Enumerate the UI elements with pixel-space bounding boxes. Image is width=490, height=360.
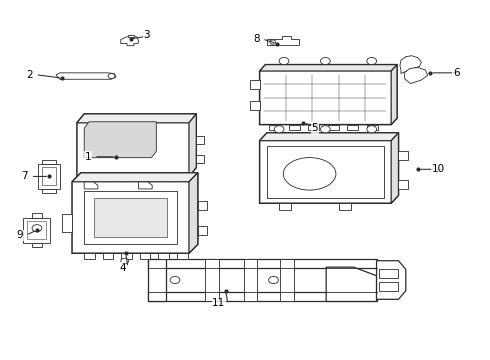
Text: 9: 9 bbox=[17, 230, 24, 240]
Circle shape bbox=[367, 126, 376, 133]
Polygon shape bbox=[121, 36, 139, 46]
Bar bbox=[84, 191, 177, 244]
Bar bbox=[196, 155, 204, 163]
Polygon shape bbox=[42, 159, 56, 164]
Bar bbox=[198, 226, 206, 235]
Polygon shape bbox=[404, 67, 428, 84]
Circle shape bbox=[274, 126, 284, 133]
Bar bbox=[42, 167, 56, 185]
Bar bbox=[347, 125, 358, 130]
Bar bbox=[250, 80, 260, 89]
Bar bbox=[244, 258, 257, 301]
Bar bbox=[125, 176, 135, 181]
Bar bbox=[140, 253, 150, 258]
Text: 8: 8 bbox=[253, 34, 260, 44]
Polygon shape bbox=[77, 114, 196, 176]
Bar bbox=[279, 203, 291, 210]
Bar bbox=[267, 146, 384, 198]
Bar bbox=[177, 176, 187, 181]
Text: 7: 7 bbox=[22, 171, 28, 181]
Bar bbox=[196, 136, 204, 144]
Polygon shape bbox=[267, 36, 298, 45]
Bar bbox=[308, 125, 319, 130]
Polygon shape bbox=[139, 181, 152, 189]
Bar bbox=[205, 258, 219, 301]
Bar bbox=[147, 292, 376, 301]
Bar bbox=[92, 176, 101, 181]
Bar bbox=[32, 243, 42, 247]
Polygon shape bbox=[56, 73, 116, 79]
Text: 6: 6 bbox=[453, 68, 460, 78]
Text: 11: 11 bbox=[212, 298, 225, 308]
Polygon shape bbox=[62, 214, 72, 232]
Ellipse shape bbox=[283, 158, 336, 190]
Circle shape bbox=[320, 126, 330, 133]
Text: 2: 2 bbox=[26, 69, 33, 80]
Polygon shape bbox=[260, 133, 398, 141]
Bar bbox=[270, 125, 280, 130]
Bar bbox=[398, 151, 408, 160]
Text: 10: 10 bbox=[432, 164, 445, 174]
Circle shape bbox=[269, 276, 278, 284]
Bar bbox=[250, 102, 260, 111]
Circle shape bbox=[170, 276, 180, 284]
Polygon shape bbox=[189, 114, 196, 176]
Circle shape bbox=[108, 73, 115, 78]
Bar bbox=[32, 213, 42, 217]
Polygon shape bbox=[189, 173, 198, 253]
Bar bbox=[27, 221, 46, 239]
Polygon shape bbox=[84, 181, 98, 189]
Circle shape bbox=[279, 58, 289, 64]
Polygon shape bbox=[42, 189, 56, 193]
Bar bbox=[398, 180, 408, 189]
Polygon shape bbox=[391, 133, 398, 203]
Circle shape bbox=[121, 258, 128, 264]
Circle shape bbox=[367, 58, 376, 64]
Bar bbox=[147, 258, 376, 268]
Polygon shape bbox=[260, 133, 398, 203]
Polygon shape bbox=[376, 261, 406, 299]
Bar bbox=[367, 125, 377, 130]
Polygon shape bbox=[77, 114, 196, 123]
Bar bbox=[160, 176, 170, 181]
Polygon shape bbox=[128, 35, 134, 37]
Bar bbox=[147, 258, 166, 301]
Bar bbox=[94, 198, 167, 237]
Bar bbox=[84, 253, 95, 258]
Bar bbox=[177, 253, 188, 258]
Bar bbox=[289, 125, 299, 130]
Bar bbox=[280, 258, 294, 301]
Bar bbox=[103, 253, 114, 258]
Polygon shape bbox=[72, 173, 198, 182]
Bar bbox=[328, 125, 339, 130]
Polygon shape bbox=[38, 164, 60, 189]
Polygon shape bbox=[391, 64, 397, 125]
Polygon shape bbox=[400, 56, 421, 73]
Text: 4: 4 bbox=[119, 262, 125, 273]
Bar bbox=[198, 202, 206, 210]
Text: 5: 5 bbox=[312, 123, 318, 133]
Bar bbox=[121, 253, 132, 258]
Bar bbox=[109, 176, 118, 181]
Bar bbox=[24, 217, 50, 243]
Text: 1: 1 bbox=[85, 152, 92, 162]
Polygon shape bbox=[260, 64, 397, 71]
Circle shape bbox=[270, 40, 276, 44]
Bar bbox=[379, 269, 398, 278]
Polygon shape bbox=[84, 122, 156, 158]
Bar bbox=[379, 282, 398, 291]
Circle shape bbox=[320, 58, 330, 64]
Bar bbox=[143, 176, 152, 181]
Polygon shape bbox=[72, 173, 198, 253]
Bar bbox=[158, 253, 169, 258]
Text: 3: 3 bbox=[144, 30, 150, 40]
Polygon shape bbox=[260, 64, 397, 125]
Bar bbox=[339, 203, 351, 210]
Circle shape bbox=[32, 225, 42, 232]
Polygon shape bbox=[326, 267, 376, 301]
